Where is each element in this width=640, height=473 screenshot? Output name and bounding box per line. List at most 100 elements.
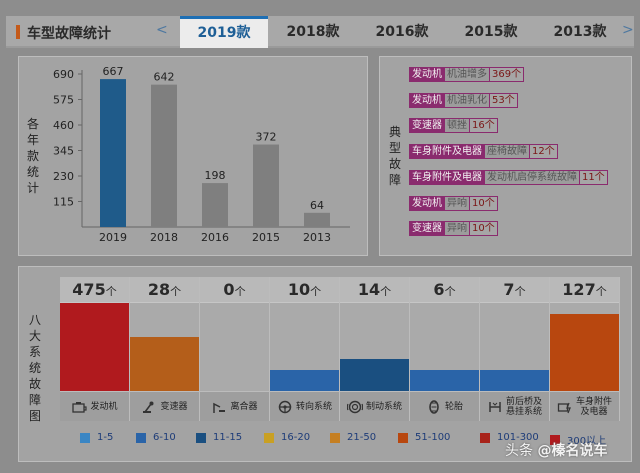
fault-item[interactable]: 发动机 机油增多 369个 [409,67,525,82]
fault-item[interactable]: 车身附件及电器 座椅故障 12个 [409,144,558,160]
fault-item[interactable]: 发动机 机油乳化 53个 [409,92,518,108]
fault-count: 10个 [470,195,498,211]
system-name-label: 变速器 [160,401,188,412]
system-name: 变速器 [130,391,199,421]
fault-description: 异响 [445,195,470,211]
legend-label: 101-300 [497,432,539,443]
bar-2019 [100,79,126,227]
y-tick-label: 115 [53,196,74,209]
bar-value-label: 198 [205,169,226,182]
legend-label: 1-5 [97,432,114,443]
watermark: 头条 @榛名说车 [505,440,607,460]
legend-swatch [80,432,90,443]
system-count: 0个 [200,277,269,303]
system-level-area [410,303,479,391]
legend-swatch [264,432,274,443]
x-tick-label: 2013 [303,231,331,244]
prev-arrow-icon[interactable]: < [156,22,168,38]
title-accent-bar [16,25,20,39]
system-count-unit: 个 [170,285,182,298]
system-count: 475个 [60,277,129,303]
system-cell[interactable]: 14个制动系统 [340,277,410,421]
suspension-icon [489,401,501,412]
next-arrow-icon[interactable]: > [622,22,634,38]
systems-fault-grid: 475个 发动机 28个 变速器 0个 离合器 10个 转向系统 14个 制动系统 6个 轮胎 7个 前后… [60,277,620,421]
system-cell[interactable]: 7个前后桥及 悬挂系统 [480,277,550,421]
yearly-axis-label: 各年款统计 [26,117,39,195]
system-count: 14个 [340,277,409,303]
system-count: 28个 [130,277,199,303]
tab-2016[interactable]: 2016款 [375,24,429,40]
system-level-area [200,303,269,391]
fault-item[interactable]: 变速器 异响 10个 [409,221,498,237]
tire-icon [429,399,439,414]
legend-label: 51-100 [415,432,451,443]
system-count: 7个 [480,277,549,303]
bar-value-label: 667 [103,65,124,78]
system-count-value: 6 [433,280,445,299]
gearbox-icon [143,401,154,413]
fault-item[interactable]: 车身附件及电器 发动机启停系统故障 11个 [409,169,608,185]
system-level-area [550,303,619,391]
legend-item: 300以上 [550,432,606,447]
fault-count: 11个 [580,169,608,185]
y-tick-label: 230 [53,170,74,183]
system-count-unit: 个 [234,285,246,298]
system-name-label: 轮胎 [444,401,463,412]
system-name-label: 离合器 [230,401,258,412]
system-level-fill [410,369,479,391]
bar-value-label: 642 [154,71,175,84]
fault-system-tag: 车身附件及电器 [409,144,485,160]
system-count-value: 10 [287,280,311,299]
legend-item: 6-10 [136,432,176,443]
system-level-area [480,303,549,391]
fault-description: 机油增多 [445,67,490,82]
clutch-icon [213,402,226,413]
fault-count: 16个 [470,118,498,134]
system-name: 前后桥及 悬挂系统 [480,391,549,421]
y-tick-label: 460 [53,119,74,132]
legend-swatch [480,432,490,443]
x-tick-label: 2018 [150,231,178,244]
system-cell[interactable]: 6个轮胎 [410,277,480,421]
system-cell[interactable]: 28个变速器 [130,277,200,421]
system-name-label: 制动系统 [365,401,402,412]
y-tick-label: 575 [53,94,74,107]
legend-label: 6-10 [153,432,176,443]
tab-2018[interactable]: 2018款 [286,24,340,40]
tab-2019[interactable]: 2019款 [180,16,268,48]
fault-description: 顿挫 [445,118,470,134]
fault-item[interactable]: 变速器 顿挫 16个 [409,118,498,134]
fault-system-tag: 发动机 [409,92,445,108]
brake-icon [346,400,363,413]
system-count: 6个 [410,277,479,303]
fault-item[interactable]: 发动机 异响 10个 [409,195,498,211]
legend-label: 11-15 [213,432,243,443]
system-level-fill [550,314,619,391]
x-tick-label: 2016 [201,231,229,244]
system-level-fill [60,303,129,391]
tab-2013[interactable]: 2013款 [553,24,607,40]
legend-item: 16-20 [264,432,310,443]
bar-2016 [202,183,228,227]
system-level-area [130,303,199,391]
watermark-handle: @榛名说车 [537,443,608,459]
bar-2018 [151,84,177,227]
system-name-label: 车身附件 及电器 [575,396,612,417]
system-cell[interactable]: 10个 转向系统 [270,277,340,421]
system-count-unit: 个 [595,285,607,298]
system-count-unit: 个 [444,285,456,298]
bar-2013 [304,212,330,227]
x-tick-label: 2019 [99,231,127,244]
fault-system-tag: 发动机 [409,67,445,82]
legend-swatch [398,432,408,443]
fault-description: 座椅故障 [485,144,530,160]
system-cell[interactable]: 475个 发动机 [60,277,130,421]
legend-item: 101-300 [480,432,539,443]
bar-value-label: 64 [310,199,324,212]
system-level-fill [270,369,339,391]
tab-2015[interactable]: 2015款 [464,24,518,40]
fault-count: 369个 [490,67,525,82]
system-cell[interactable]: 0个离合器 [200,277,270,421]
system-cell[interactable]: 127个 车身附件 及电器 [550,277,620,421]
